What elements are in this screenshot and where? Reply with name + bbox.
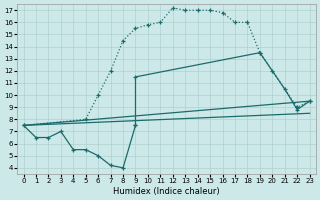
X-axis label: Humidex (Indice chaleur): Humidex (Indice chaleur) bbox=[113, 187, 220, 196]
